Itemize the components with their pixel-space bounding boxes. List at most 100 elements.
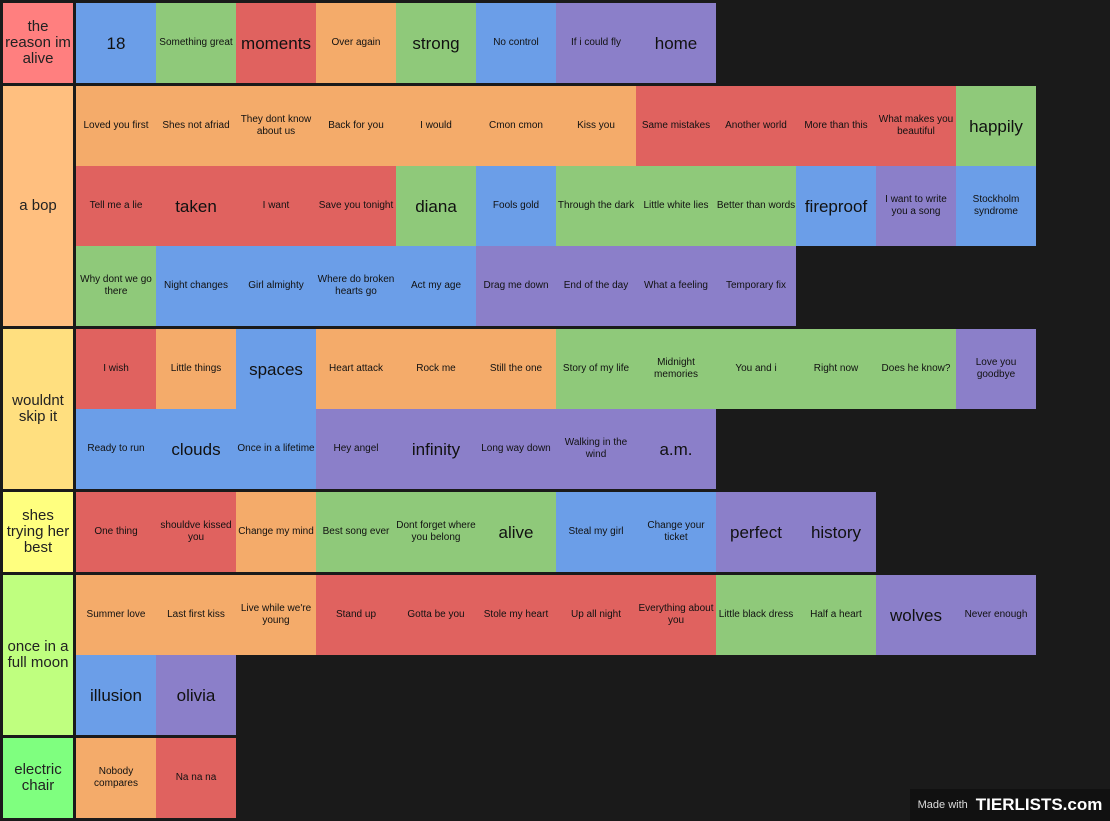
song-tile: taken <box>156 166 236 246</box>
song-tile: No control <box>476 3 556 83</box>
song-tile: Stockholm syndrome <box>956 166 1036 246</box>
song-tile: Heart attack <box>316 329 396 409</box>
song-tile: Love you goodbye <box>956 329 1036 409</box>
song-tile: infinity <box>396 409 476 489</box>
song-tile: Dont forget where you belong <box>396 492 476 572</box>
song-tile: Right now <box>796 329 876 409</box>
song-tile: Tell me a lie <box>76 166 156 246</box>
tier-label: a bop <box>3 86 73 326</box>
song-tile: home <box>636 3 716 83</box>
song-tile: Summer love <box>76 575 156 655</box>
song-tile: I wish <box>76 329 156 409</box>
song-tile: Save you tonight <box>316 166 396 246</box>
song-tile: olivia <box>156 655 236 735</box>
song-tile: Change my mind <box>236 492 316 572</box>
song-tile: Midnight memories <box>636 329 716 409</box>
song-tile: Does he know? <box>876 329 956 409</box>
song-tile: Story of my life <box>556 329 636 409</box>
song-tile: moments <box>236 3 316 83</box>
song-tile: Fools gold <box>476 166 556 246</box>
song-tile: Over again <box>316 3 396 83</box>
song-tile: Still the one <box>476 329 556 409</box>
tier-label: once in a full moon <box>3 575 73 735</box>
tier-label: wouldnt skip it <box>3 329 73 489</box>
tier-label: the reason im alive <box>3 3 73 83</box>
tier-items: One thing shouldve kissed you Change my mi… <box>76 492 1036 572</box>
song-tile: history <box>796 492 876 572</box>
watermark-brand: TIERLISTS.com <box>975 795 1103 814</box>
song-tile: Live while we're young <box>236 575 316 655</box>
song-tile: One thing <box>76 492 156 572</box>
song-tile: Little white lies <box>636 166 716 246</box>
song-tile: Up all night <box>556 575 636 655</box>
song-tile: Long way down <box>476 409 556 489</box>
song-tile: They dont know about us <box>236 86 316 166</box>
song-tile: a.m. <box>636 409 716 489</box>
tier-row: electric chair Nobody compares Na na na <box>3 738 1110 818</box>
tier-items: 18 Something great moments Over again strong… <box>76 3 1036 83</box>
song-tile: Through the dark <box>556 166 636 246</box>
tier-items: I wish Little things spaces Heart attack Roc… <box>76 329 1036 489</box>
song-tile: Night changes <box>156 246 236 326</box>
tier-row: a bop Loved you first Shes not afriad They … <box>3 86 1110 326</box>
song-tile: Hey angel <box>316 409 396 489</box>
song-tile: diana <box>396 166 476 246</box>
song-tile: Walking in the wind <box>556 409 636 489</box>
tier-row: once in a full moon Summer love Last first… <box>3 575 1110 735</box>
song-tile: More than this <box>796 86 876 166</box>
song-tile: Shes not afriad <box>156 86 236 166</box>
song-tile: shouldve kissed you <box>156 492 236 572</box>
song-tile: I want to write you a song <box>876 166 956 246</box>
song-tile: Another world <box>716 86 796 166</box>
song-tile: Half a heart <box>796 575 876 655</box>
song-tile: Best song ever <box>316 492 396 572</box>
song-tile: Kiss you <box>556 86 636 166</box>
song-tile: strong <box>396 3 476 83</box>
song-tile: alive <box>476 492 556 572</box>
song-tile: I want <box>236 166 316 246</box>
watermark-prefix: Made with <box>917 799 968 811</box>
song-tile: Little black dress <box>716 575 796 655</box>
song-tile: Cmon cmon <box>476 86 556 166</box>
tier-items: Loved you first Shes not afriad They dont … <box>76 86 1036 326</box>
tier-row: wouldnt skip it I wish Little things spaces… <box>3 329 1110 489</box>
tier-label: shes trying her best <box>3 492 73 572</box>
song-tile: Drag me down <box>476 246 556 326</box>
song-tile: Girl almighty <box>236 246 316 326</box>
song-tile: Change your ticket <box>636 492 716 572</box>
song-tile: illusion <box>76 655 156 735</box>
tier-row: the reason im alive 18 Something great mome… <box>3 3 1110 83</box>
tier-row: shes trying her best One thing shouldve ki… <box>3 492 1110 572</box>
song-tile: Nobody compares <box>76 738 156 818</box>
tier-items: Nobody compares Na na na <box>76 738 1036 818</box>
song-tile: If i could fly <box>556 3 636 83</box>
song-tile: Better than words <box>716 166 796 246</box>
song-tile: You and i <box>716 329 796 409</box>
song-tile: What makes you beautiful <box>876 86 956 166</box>
song-tile: 18 <box>76 3 156 83</box>
song-tile: End of the day <box>556 246 636 326</box>
song-tile: Where do broken hearts go <box>316 246 396 326</box>
song-tile: fireproof <box>796 166 876 246</box>
song-tile: Once in a lifetime <box>236 409 316 489</box>
song-tile: Rock me <box>396 329 476 409</box>
song-tile: happily <box>956 86 1036 166</box>
watermark: Made with TIERLISTS.com <box>910 789 1110 821</box>
song-tile: Something great <box>156 3 236 83</box>
song-tile: Stole my heart <box>476 575 556 655</box>
song-tile: Ready to run <box>76 409 156 489</box>
song-tile: Steal my girl <box>556 492 636 572</box>
song-tile: Na na na <box>156 738 236 818</box>
tier-items: Summer love Last first kiss Live while we'… <box>76 575 1036 735</box>
song-tile: Why dont we go there <box>76 246 156 326</box>
song-tile: Little things <box>156 329 236 409</box>
song-tile: spaces <box>236 329 316 409</box>
song-tile: Gotta be you <box>396 575 476 655</box>
song-tile: clouds <box>156 409 236 489</box>
tier-label: electric chair <box>3 738 73 818</box>
song-tile: perfect <box>716 492 796 572</box>
song-tile: Stand up <box>316 575 396 655</box>
song-tile: Last first kiss <box>156 575 236 655</box>
